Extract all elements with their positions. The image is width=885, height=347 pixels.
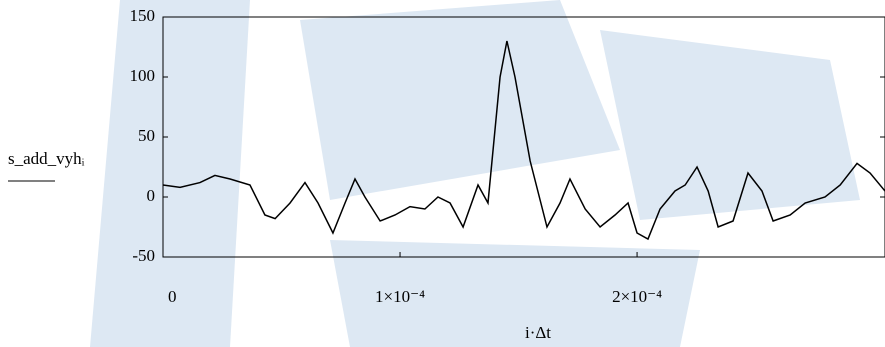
y-tick-label: -50: [132, 246, 155, 265]
x-tick-label: 2×10⁻⁴: [612, 287, 662, 306]
y-tick-label: 100: [130, 66, 156, 85]
data-line: [162, 40, 885, 241]
x-tick-label: 0: [168, 287, 177, 306]
y-tick-label: 0: [147, 186, 156, 205]
y-tick-label: 150: [130, 6, 156, 25]
watermark-shape: [600, 30, 860, 220]
watermark-shape: [300, 0, 620, 200]
watermark-shape: [90, 0, 250, 347]
x-axis-label: i·Δt: [525, 323, 551, 342]
y-axis-label: s_add_vyhᵢ: [8, 149, 85, 168]
watermark-shape: [330, 240, 700, 347]
watermark: [90, 0, 860, 347]
y-tick-label: 50: [138, 126, 155, 145]
x-tick-label: 1×10⁻⁴: [375, 287, 425, 306]
